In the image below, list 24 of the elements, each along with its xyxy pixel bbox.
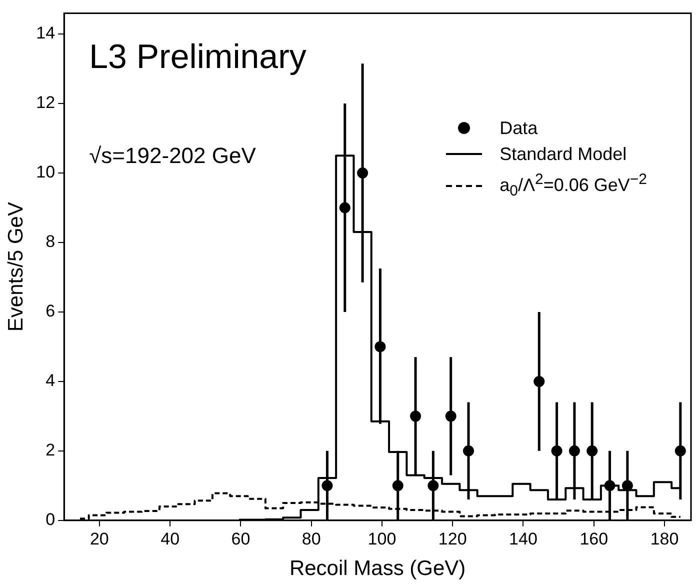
x-tick-label: 80 bbox=[302, 529, 321, 548]
legend-label: Data bbox=[500, 117, 538, 140]
y-tick-label: 0 bbox=[46, 510, 56, 530]
y-axis-title: Events/5 GeV bbox=[4, 202, 28, 332]
x-tick-label: 180 bbox=[650, 529, 679, 548]
x-tick-label: 40 bbox=[160, 529, 180, 548]
y-tick-label: 8 bbox=[46, 232, 56, 252]
annotation: √s=192-202 GeV bbox=[89, 143, 256, 168]
x-tick-label: 60 bbox=[231, 529, 250, 548]
y-tick-label: 14 bbox=[36, 24, 56, 43]
y-tick-label: 4 bbox=[46, 371, 56, 390]
x-tick-label: 120 bbox=[438, 529, 467, 548]
x-tick-label: 20 bbox=[90, 529, 109, 548]
x-tick-label: 100 bbox=[368, 529, 396, 548]
y-tick-label: 6 bbox=[46, 302, 56, 321]
x-tick-label: 140 bbox=[509, 529, 538, 548]
annotation: L3 Preliminary bbox=[89, 38, 306, 76]
y-tick-label: 2 bbox=[46, 440, 56, 460]
legend-label: Standard Model bbox=[500, 143, 627, 166]
x-axis-title: Recoil Mass (GeV) bbox=[289, 557, 466, 580]
x-tick-label: 160 bbox=[580, 529, 608, 548]
legend-label: a$_{0}$/Λ$^{2}$=0.06 GeV$^{−2}$ bbox=[500, 170, 647, 202]
y-tick-label: 10 bbox=[36, 162, 56, 182]
y-tick-label: 12 bbox=[36, 93, 56, 112]
